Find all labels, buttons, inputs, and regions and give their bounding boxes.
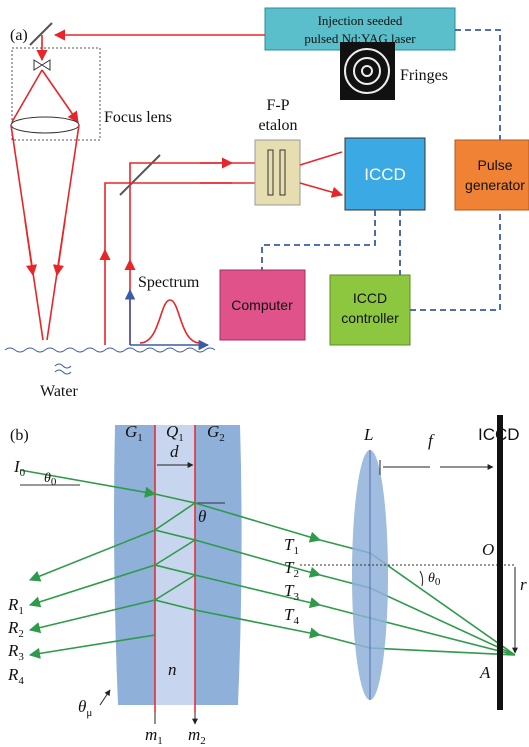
symbol: T2 [284, 558, 299, 580]
symbol: m1 [145, 725, 163, 747]
symbol-main: G [207, 422, 219, 441]
symbol-sub: 3 [18, 651, 24, 663]
symbol-sub: 2 [293, 568, 299, 580]
label: Fringes [400, 67, 448, 84]
arrow [155, 712, 195, 724]
symbol: T1 [284, 535, 299, 557]
symbol-sub: 3 [293, 591, 299, 603]
label: generator [465, 177, 525, 193]
detector [497, 415, 503, 710]
symbol-sub: 0 [51, 476, 57, 488]
symbol-main: G [125, 422, 137, 441]
beam [57, 220, 65, 275]
spectrum-curve [140, 300, 200, 343]
symbol-sub: 0 [435, 576, 441, 588]
cable [455, 30, 500, 140]
symbol-sub: 1 [137, 432, 143, 444]
symbol: r [520, 575, 527, 594]
symbol-main: θ [78, 697, 86, 716]
angle-arc [420, 571, 423, 586]
lens-box [12, 48, 100, 140]
label: controller [341, 310, 399, 326]
symbol: O [482, 540, 494, 559]
symbol: n [168, 660, 177, 679]
beam [12, 70, 78, 122]
panel-label: (b) [10, 427, 29, 444]
symbol-sub: 4 [18, 675, 24, 687]
symbol: θμ [78, 697, 92, 719]
symbol-sub: 2 [200, 735, 206, 747]
label: ICCD [364, 165, 406, 184]
label: F-P [266, 97, 289, 114]
symbol: L [363, 425, 373, 444]
symbol-sub: 1 [157, 735, 163, 747]
label: etalon [258, 117, 297, 134]
symbol-main: R [7, 618, 19, 637]
label: Computer [231, 297, 293, 313]
symbol: R1 [7, 595, 24, 617]
symbol: A [479, 663, 491, 682]
symbol-main: m [145, 725, 157, 744]
symbol: f [428, 431, 435, 450]
water-symbol [55, 364, 71, 374]
beam [200, 163, 232, 183]
symbol-sub: 1 [178, 432, 184, 444]
label: Focus lens [104, 109, 172, 126]
glass-plate [114, 425, 155, 705]
symbol-sub: 1 [293, 545, 299, 557]
symbol-sub: 2 [219, 432, 225, 444]
label: ICCD [478, 425, 520, 444]
symbol: R2 [7, 618, 24, 640]
beam [11, 125, 79, 340]
symbol: m2 [188, 725, 206, 747]
panel-b: (b) G1 Q1 G2 d I0 θ0 θ L ICCD f O r A θ0… [7, 415, 527, 747]
symbol-sub: μ [86, 707, 92, 719]
symbol-sub: 1 [18, 605, 24, 617]
focus-lens [11, 117, 79, 133]
symbol-sub: 4 [293, 615, 299, 627]
symbol: θ [198, 507, 206, 526]
cable [262, 210, 375, 270]
fringes-image [340, 42, 395, 100]
symbol-main: R [7, 641, 19, 660]
label: ICCD [353, 290, 387, 306]
symbol: d [170, 442, 179, 461]
beam [300, 152, 342, 195]
label: Water [40, 383, 78, 400]
concave-lens [34, 60, 50, 70]
mirror [30, 23, 52, 45]
pulse-generator-box [455, 140, 529, 210]
arrow [100, 690, 110, 705]
panel-a: (a) Injection seeded pulsed Nd:YAG laser… [5, 8, 529, 400]
glass-plate [195, 425, 242, 705]
symbol-main: m [188, 725, 200, 744]
symbol: R4 [7, 665, 24, 687]
symbol-sub: 2 [18, 628, 24, 640]
figure: (a) Injection seeded pulsed Nd:YAG laser… [0, 0, 529, 747]
water-surface [5, 348, 215, 352]
symbol-sub: 0 [20, 467, 26, 479]
symbol: T4 [284, 605, 299, 627]
beam [25, 220, 33, 275]
mirror [120, 155, 160, 195]
symbol-main: R [7, 665, 19, 684]
cable [410, 210, 500, 310]
panel-label: (a) [10, 27, 28, 44]
symbol: T3 [284, 581, 299, 603]
symbol: R3 [7, 641, 24, 663]
etalon [255, 140, 300, 205]
symbol: I0 [13, 457, 26, 479]
symbol: θ0 [428, 571, 441, 588]
beam [105, 163, 255, 260]
symbol-main: Q [166, 422, 178, 441]
symbol-main: R [7, 595, 19, 614]
laser-label: Injection seeded [318, 13, 403, 28]
label: Spectrum [138, 274, 200, 291]
label: Pulse [477, 157, 512, 173]
symbol: θ0 [44, 471, 57, 488]
